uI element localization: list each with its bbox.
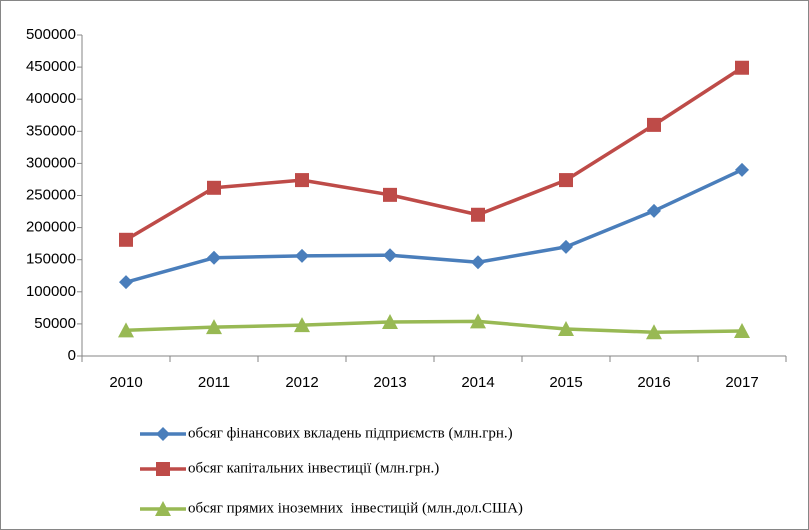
data-point [295,248,309,263]
data-point [118,322,134,338]
data-point [735,162,749,177]
data-point [559,239,573,254]
data-point [383,187,397,202]
data-point [559,173,573,188]
y-tick-label: 350000 [26,122,76,139]
y-tick-label: 400000 [26,90,76,107]
legend-marker [156,462,170,476]
data-point [119,232,133,247]
data-point [647,117,661,132]
data-point [646,324,662,340]
data-point [206,319,222,335]
x-tick-label: 2017 [725,374,758,391]
y-tick-label: 250000 [26,186,76,203]
series-line [125,168,743,284]
x-tick-label: 2015 [549,374,582,391]
data-point [207,250,221,265]
y-tick-label: 200000 [26,219,76,236]
legend-label: обсяг капітальних інвестиції (млн.грн.) [188,460,439,476]
legend-marker [156,427,170,441]
data-point [294,317,310,333]
y-tick-label: 50000 [34,315,76,332]
x-tick-label: 2010 [109,374,142,391]
y-tick-label: 300000 [26,154,76,171]
data-point [734,322,750,338]
legend-marker [155,501,171,516]
y-tick-label: 450000 [26,58,76,75]
data-point [471,255,485,270]
data-point [383,248,397,263]
series-line [125,66,743,242]
x-tick-label: 2013 [373,374,406,391]
data-point [647,203,661,218]
y-tick-label: 100000 [26,283,76,300]
y-tick-label: 500000 [26,26,76,43]
data-point [470,313,486,329]
data-point [471,207,485,222]
data-point [295,173,309,188]
y-tick-label: 150000 [26,251,76,268]
data-point [558,321,574,337]
data-point [119,275,133,290]
y-tick-label: 0 [68,347,76,364]
x-tick-label: 2011 [198,374,230,391]
x-tick-label: 2012 [285,374,318,391]
data-point [735,60,749,75]
x-tick-label: 2016 [637,374,670,391]
x-tick-label: 2014 [461,374,494,391]
legend-label: обсяг фінансових вкладень підприємств (м… [188,425,513,441]
data-point [382,313,398,329]
data-point [207,180,221,195]
series-line [125,319,743,334]
legend-label: обсяг прямих іноземних інвестицій (млн.д… [188,500,523,516]
